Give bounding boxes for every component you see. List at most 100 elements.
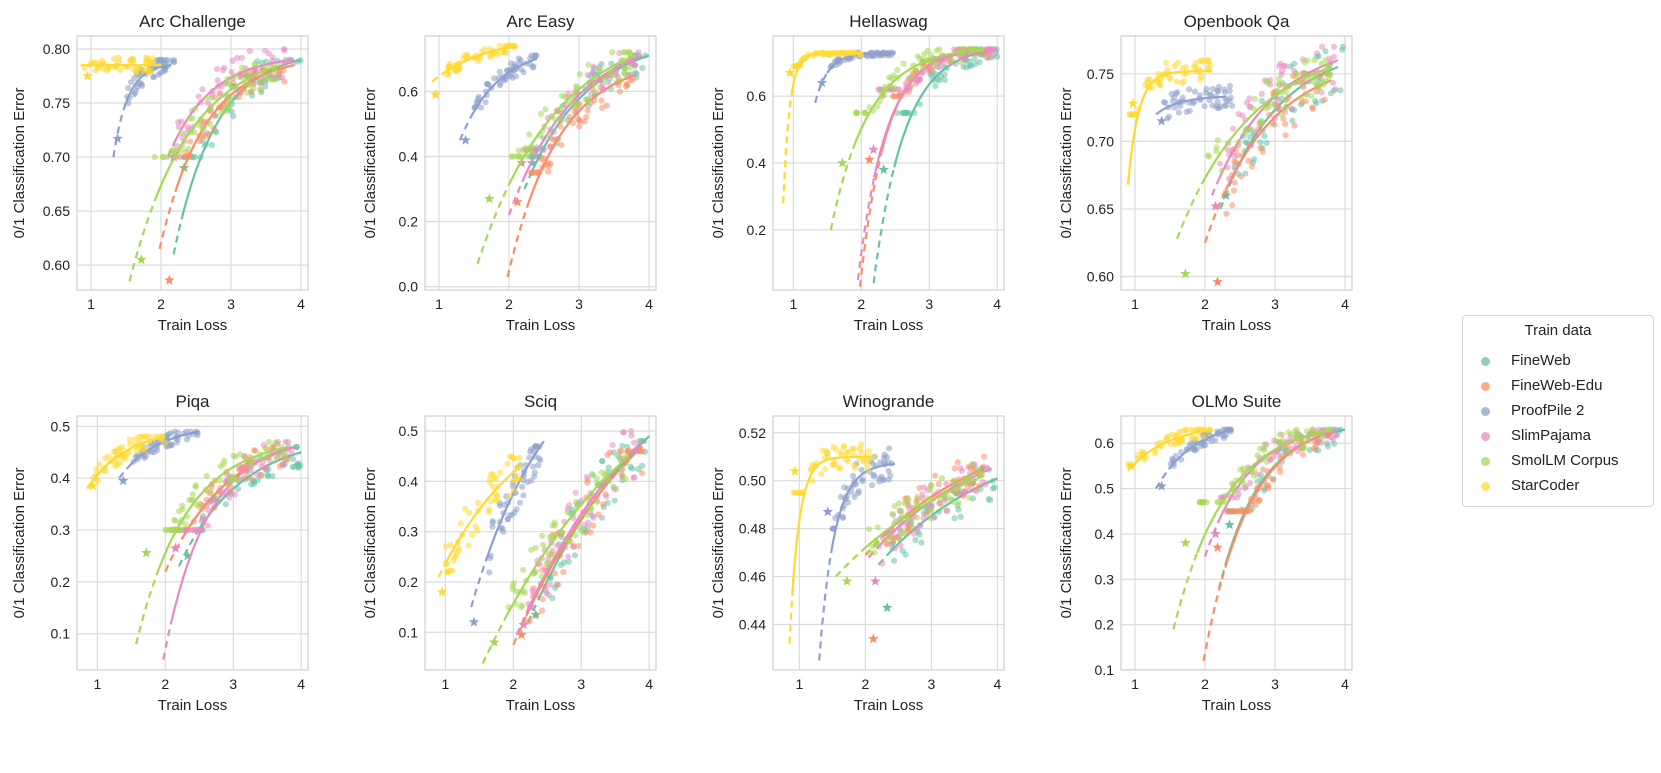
data-point [564,509,571,516]
series-smollm-corpus [481,453,630,664]
data-point [531,443,539,450]
legend-label: SmolLM Corpus [1511,452,1619,469]
data-point [945,494,952,501]
data-point [540,146,547,154]
data-point [475,499,482,506]
data-point [168,526,175,534]
data-point [248,481,255,488]
data-point [515,147,522,154]
data-point [472,523,479,530]
y-axis-label: 0/1 Classification Error [1058,468,1075,619]
data-point [141,454,148,461]
x-tick-label: 3 [1271,676,1279,692]
data-point [969,461,976,468]
panel-olmo-suite: 1 2 3 4 0.1 0.2 0.3 0.4 0.5 0.6 OLMo Suite Train Lo… [1058,392,1353,714]
data-point [1324,70,1332,77]
data-point [453,549,460,556]
data-point [906,505,913,512]
data-point [528,546,535,553]
data-point [1240,480,1247,488]
fit-line-extrapolated [112,99,129,158]
x-tick-label: 4 [993,296,1001,312]
data-point [486,569,493,576]
data-point [858,441,865,448]
data-point [515,55,522,62]
panel-openbook-qa: 1 2 3 4 0.60 0.65 0.70 0.75 Openbook Qa Train Los… [1058,12,1353,334]
data-point [449,567,456,574]
x-tick-label: 1 [435,296,443,312]
x-tick-label: 4 [645,296,653,312]
data-point [545,591,552,599]
data-point [935,488,942,495]
data-point [455,544,462,551]
fit-line-extrapolated [1172,552,1199,630]
data-point [1242,129,1249,137]
data-point [603,493,610,500]
y-tick-label: 0.75 [43,95,70,111]
data-point [492,475,499,482]
x-tick-label: 1 [1131,296,1139,312]
series-starcoder [86,433,169,491]
data-point [1279,68,1286,75]
fit-line [153,64,281,202]
x-axis-label: Train Loss [1202,697,1271,714]
data-point [1294,448,1301,455]
data-point [265,453,272,461]
data-point [485,508,492,516]
legend-marker [1481,482,1490,491]
fit-line-extrapolated [818,541,835,661]
data-point [892,545,899,552]
data-point [1312,97,1319,105]
fit-line-extrapolated [788,575,795,644]
data-point [110,56,118,63]
data-point [973,488,980,495]
x-tick-label: 2 [1201,296,1209,312]
data-point [855,488,863,495]
data-point [571,552,579,559]
data-point [293,444,300,451]
star-marker [170,542,181,553]
fit-line-extrapolated [164,530,188,572]
data-point [516,153,523,160]
data-point [1227,94,1234,101]
y-tick-label: 0.2 [747,222,767,238]
data-point [237,451,244,458]
series-starcoder [1126,56,1214,185]
data-point [584,479,591,486]
star-marker [1127,98,1139,108]
data-point [809,477,816,484]
data-point [858,449,865,456]
data-point [598,469,605,476]
data-point [1188,433,1195,440]
data-point [496,82,503,89]
data-point [1282,63,1289,70]
data-point [599,457,606,465]
data-point [595,511,602,518]
data-point [959,467,966,475]
data-point [253,471,260,478]
data-point [916,76,923,83]
data-point [235,94,242,101]
data-point [265,438,273,445]
data-point [520,492,527,499]
series-smollm-corpus [1175,57,1334,279]
data-point [606,71,614,78]
fit-line-extrapolated [128,200,156,282]
data-point [1304,57,1311,64]
data-point [1297,95,1305,102]
data-point [1215,88,1222,95]
y-axis-label: 0/1 Classification Error [710,468,727,619]
data-point [1329,79,1336,86]
data-point [1191,88,1198,95]
data-point [1204,64,1211,71]
y-tick-label: 0.2 [1095,617,1115,633]
x-tick-label: 2 [505,296,513,312]
fit-line-extrapolated [782,82,795,204]
data-point [885,468,892,475]
data-point [591,80,598,88]
data-point [936,77,943,84]
star-marker [436,586,448,597]
y-tick-label: 0.50 [739,473,766,489]
data-point [627,428,635,435]
data-point [897,542,904,549]
